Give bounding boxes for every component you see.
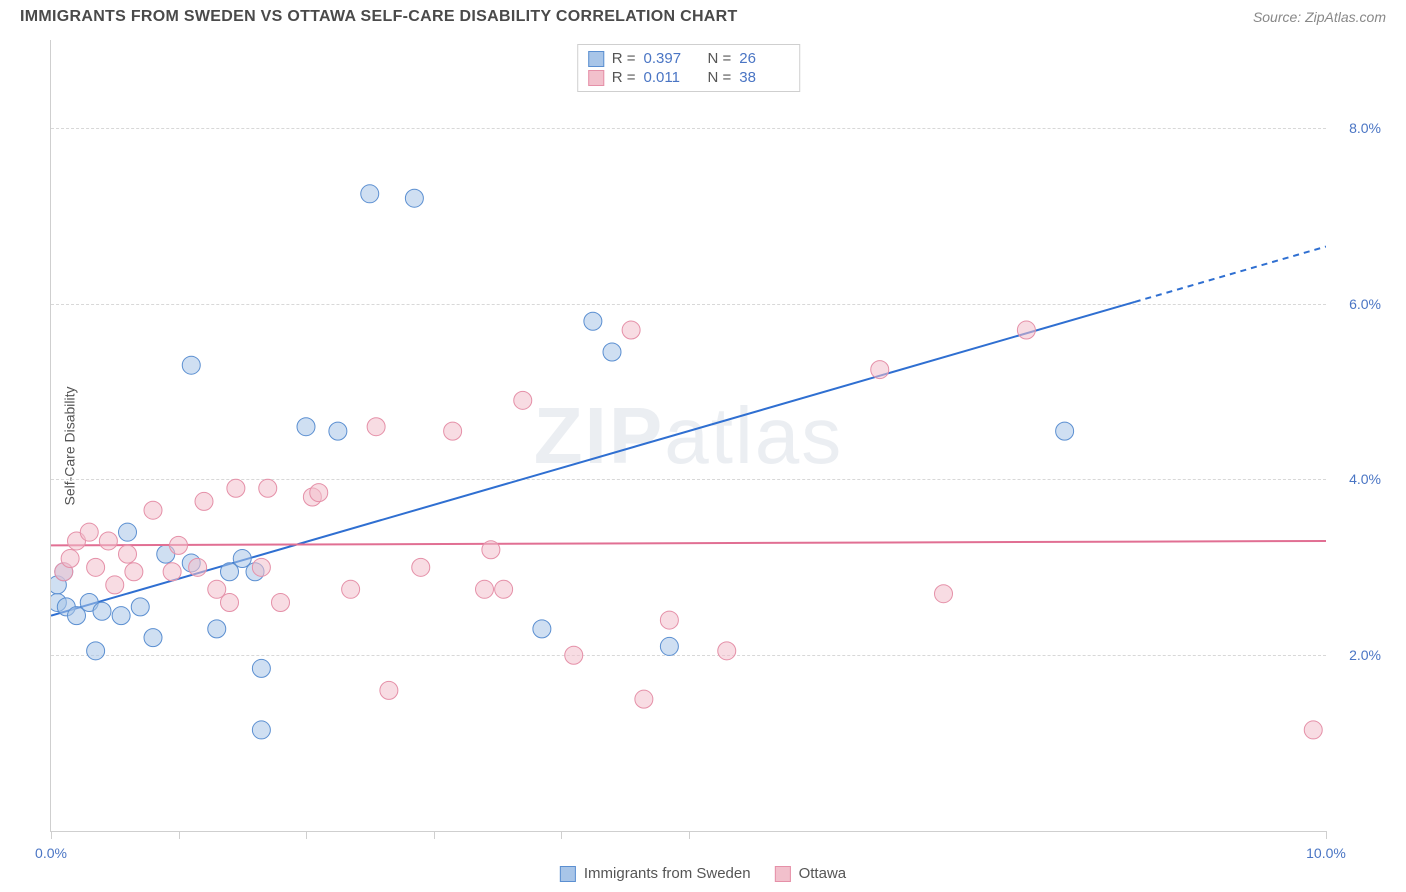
data-point (87, 642, 105, 660)
trend-line (51, 541, 1326, 545)
data-point (182, 356, 200, 374)
data-point (144, 501, 162, 519)
legend-swatch (560, 866, 576, 882)
y-tick-label: 2.0% (1349, 647, 1381, 663)
title-bar: IMMIGRANTS FROM SWEDEN VS OTTAWA SELF-CA… (0, 0, 1406, 30)
legend-stats-row: R = 0.011 N = 38 (588, 68, 790, 87)
chart-plot-area: ZIPatlas R =0.397N = 26R =0.011N = 38 2.… (50, 40, 1326, 832)
data-point (99, 532, 117, 550)
data-point (252, 721, 270, 739)
source-credit: Source: ZipAtlas.com (1253, 9, 1386, 25)
bottom-legend-item: Immigrants from Sweden (560, 865, 751, 882)
data-point (131, 598, 149, 616)
data-point (252, 659, 270, 677)
data-point (622, 321, 640, 339)
bottom-legend-item: Ottawa (775, 865, 847, 882)
data-point (119, 545, 137, 563)
data-point (584, 312, 602, 330)
data-point (208, 620, 226, 638)
data-point (221, 593, 239, 611)
x-tick (306, 831, 307, 839)
data-point (329, 422, 347, 440)
legend-label: Immigrants from Sweden (584, 865, 751, 882)
data-point (718, 642, 736, 660)
data-point (342, 580, 360, 598)
legend-stats-box: R = 0.397 N = 26 R = 0.011 N = 38 (577, 44, 801, 92)
x-tick-label: 0.0% (35, 845, 67, 861)
y-tick-label: 8.0% (1349, 120, 1381, 136)
n-label: N = (708, 50, 732, 67)
data-point (871, 361, 889, 379)
n-value: 26 (739, 50, 789, 67)
y-tick-label: 4.0% (1349, 471, 1381, 487)
legend-label: Ottawa (799, 865, 847, 882)
data-point (495, 580, 513, 598)
x-tick (434, 831, 435, 839)
r-value: 0.011 (644, 69, 694, 86)
data-point (1056, 422, 1074, 440)
data-point (405, 189, 423, 207)
data-point (660, 611, 678, 629)
data-point (603, 343, 621, 361)
data-point (444, 422, 462, 440)
legend-swatch (775, 866, 791, 882)
data-point (1304, 721, 1322, 739)
r-value: 0.397 (644, 50, 694, 67)
data-point (635, 690, 653, 708)
data-point (252, 558, 270, 576)
legend-stats-row: R = 0.397 N = 26 (588, 49, 790, 68)
data-point (297, 418, 315, 436)
data-point (935, 585, 953, 603)
data-point (195, 492, 213, 510)
x-tick-label: 10.0% (1306, 845, 1346, 861)
x-tick (561, 831, 562, 839)
bottom-legend: Immigrants from Sweden Ottawa (560, 865, 846, 882)
data-point (112, 607, 130, 625)
x-tick (689, 831, 690, 839)
data-point (80, 523, 98, 541)
legend-swatch (588, 51, 604, 67)
data-point (93, 602, 111, 620)
data-point (514, 391, 532, 409)
trend-line (51, 302, 1135, 616)
r-label: R = (612, 69, 636, 86)
n-value: 38 (739, 69, 789, 86)
data-point (412, 558, 430, 576)
data-point (367, 418, 385, 436)
data-point (361, 185, 379, 203)
scatter-svg (51, 40, 1326, 831)
data-point (380, 681, 398, 699)
data-point (227, 479, 245, 497)
data-point (61, 550, 79, 568)
data-point (310, 484, 328, 502)
data-point (87, 558, 105, 576)
trend-line-dash (1135, 247, 1326, 302)
data-point (272, 593, 290, 611)
x-tick (179, 831, 180, 839)
data-point (476, 580, 494, 598)
data-point (119, 523, 137, 541)
n-label: N = (708, 69, 732, 86)
x-tick (1326, 831, 1327, 839)
data-point (482, 541, 500, 559)
data-point (1017, 321, 1035, 339)
r-label: R = (612, 50, 636, 67)
data-point (259, 479, 277, 497)
data-point (565, 646, 583, 664)
data-point (144, 629, 162, 647)
data-point (533, 620, 551, 638)
legend-swatch (588, 70, 604, 86)
data-point (125, 563, 143, 581)
y-tick-label: 6.0% (1349, 296, 1381, 312)
data-point (163, 563, 181, 581)
data-point (189, 558, 207, 576)
chart-title: IMMIGRANTS FROM SWEDEN VS OTTAWA SELF-CA… (20, 8, 738, 26)
data-point (106, 576, 124, 594)
data-point (170, 536, 188, 554)
data-point (660, 637, 678, 655)
x-tick (51, 831, 52, 839)
